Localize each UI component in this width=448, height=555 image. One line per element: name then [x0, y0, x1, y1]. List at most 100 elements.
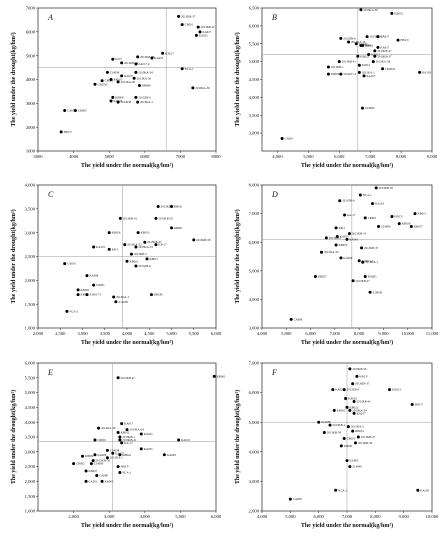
data-point [154, 216, 158, 220]
point-label: 2013KA-56 [137, 76, 152, 80]
y-tick-label: 5,000 [249, 268, 260, 274]
y-tick-label: 8,000 [249, 183, 260, 189]
point-label: KA017 [380, 45, 389, 49]
data-point [65, 309, 69, 313]
point-label: 2013KB-37 [377, 54, 392, 58]
y-tick-label: 6,500 [249, 6, 260, 12]
point-label: 2013KA-34 [324, 250, 339, 254]
point-label: KB180 [154, 293, 163, 297]
point-label: 2013ZB-6 [342, 199, 355, 203]
point-label: KA017 [165, 51, 174, 55]
x-tick-label: 3000 [33, 154, 43, 159]
data-point [118, 471, 122, 475]
point-label: KA008 [97, 453, 106, 457]
point-label: KA017 [357, 411, 366, 415]
data-point [363, 216, 367, 220]
data-point [192, 238, 196, 242]
point-label: KB032 [121, 431, 130, 435]
data-point [120, 422, 124, 426]
data-point [63, 108, 67, 112]
data-point [76, 288, 80, 292]
data-point [92, 245, 96, 249]
point-label: KB022 [360, 54, 369, 58]
data-point [360, 106, 364, 110]
data-point [134, 245, 138, 249]
y-tick-label: 2,000 [25, 479, 36, 485]
point-label: KB001 [130, 259, 139, 263]
point-label: K277 [115, 57, 122, 61]
data-point [280, 136, 284, 140]
y-tick-label: 6000 [26, 29, 36, 34]
point-label: CR001 [97, 438, 106, 442]
point-label: HNCV [64, 130, 73, 134]
data-point [359, 8, 363, 12]
point-label: 2013KB-47 [377, 49, 392, 53]
point-label: CR0032 [97, 82, 108, 86]
point-label: HNCV [401, 38, 410, 42]
point-label: KB017 [150, 257, 159, 261]
data-point [337, 60, 341, 64]
point-label: 2013KA-36 [363, 8, 378, 12]
point-label: 2014038 [121, 100, 132, 104]
data-point [162, 453, 166, 457]
data-point [100, 79, 104, 83]
y-tick-label: 6,000 [249, 240, 260, 246]
point-label: KA-17 [347, 213, 356, 217]
point-label: KB026 [112, 231, 121, 235]
data-point [368, 290, 372, 294]
data-point [198, 30, 202, 34]
x-tick-label: 7,000 [365, 154, 376, 160]
data-point [339, 72, 343, 76]
data-point [390, 11, 394, 15]
y-tick-label: 4,500 [25, 405, 36, 411]
data-point [143, 240, 147, 244]
data-point [120, 74, 124, 78]
data-point [95, 473, 99, 477]
data-point [177, 438, 181, 442]
x-tick-label: 4000 [69, 154, 79, 159]
data-point [116, 80, 120, 84]
point-label: KA025 [154, 56, 163, 60]
point-label: K8009 [331, 72, 340, 76]
point-label: 2013KB-47 [361, 435, 376, 439]
x-tick-label: 2,000 [68, 514, 79, 520]
point-label: CA001 [285, 136, 294, 140]
data-point [418, 70, 422, 74]
x-axis-label: The yield under the normal(kg/hm²) [81, 339, 173, 346]
point-label: 2013KB-50 [158, 216, 173, 220]
panel-letter: F [271, 368, 277, 377]
y-axis-label: The yield under the drought(kg/hm²) [10, 32, 17, 126]
point-label: KA225 [96, 245, 105, 249]
data-point [339, 36, 343, 40]
data-point [397, 222, 401, 226]
data-point [320, 250, 323, 254]
y-tick-label: 4,000 [249, 297, 260, 303]
data-point [326, 72, 330, 76]
panel-a: 3000 4000 5000 6000 7000 8000 1000 2000 3000 4000… [10, 6, 221, 169]
point-label: Z14038 [321, 420, 331, 424]
data-point [346, 425, 350, 429]
data-point [118, 435, 122, 439]
y-tick-label: 4000 [26, 77, 36, 82]
data-point [134, 264, 138, 268]
point-label: KB-17 [158, 243, 167, 247]
point-label: 2013KB-1 [122, 435, 135, 439]
data-point [81, 454, 84, 458]
data-point [136, 55, 140, 59]
data-point [116, 376, 120, 380]
y-tick-label: 1,000 [25, 509, 36, 515]
data-point [118, 453, 122, 457]
data-point [84, 469, 88, 473]
data-point [123, 243, 127, 247]
x-tick-label: 6000 [140, 154, 150, 159]
point-label: K8010 [113, 78, 122, 82]
point-label: KA005 [350, 459, 359, 463]
data-point [100, 479, 104, 483]
point-label: KB023 [339, 243, 348, 247]
panel-c: 2,000 2,500 3,000 3,500 4,000 4,500 5,000 5,500… [10, 183, 222, 346]
data-point [371, 202, 374, 206]
x-tick-label: 7,000 [330, 331, 341, 337]
point-label: 2013KA-58 [376, 60, 391, 64]
x-tick-label: 5,000 [281, 331, 292, 337]
data-point [348, 408, 352, 412]
